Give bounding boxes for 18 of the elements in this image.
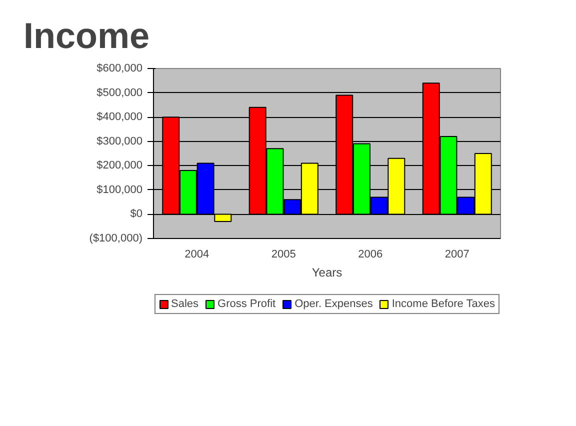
legend-label: Income Before Taxes [392, 298, 496, 310]
y-tick-label: $300,000 [96, 135, 143, 148]
x-tick-label: 2006 [358, 248, 383, 260]
chart-title: Income [24, 15, 150, 56]
x-axis-title: Years [312, 266, 342, 280]
y-tick-label: $100,000 [96, 184, 143, 196]
y-tick-label: $0 [130, 208, 143, 220]
legend-label: Gross Profit [218, 298, 276, 310]
x-tick-label: 2005 [271, 248, 296, 260]
y-tick-label: $500,000 [96, 86, 143, 99]
legend-label: Sales [170, 298, 199, 310]
legend-label: Oper. Expenses [294, 298, 373, 310]
y-tick-label: $400,000 [96, 111, 143, 124]
y-tick-label: ($100,000) [89, 232, 143, 244]
x-tick-label: 2004 [184, 248, 210, 260]
y-tick-label: $200,000 [96, 160, 143, 172]
y-tick-label: $600,000 [96, 62, 143, 74]
x-tick-label: 2007 [444, 248, 470, 260]
